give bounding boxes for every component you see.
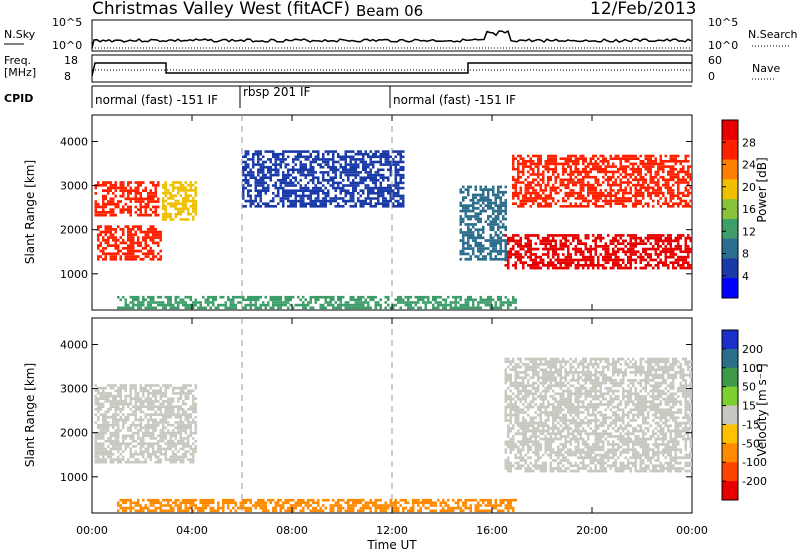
- nsky-label: N.Sky: [4, 28, 36, 41]
- heat-region-dusk-ground-scatter: [504, 357, 692, 473]
- heat-region-ground-near-range: [117, 295, 517, 310]
- colorbar-tick-label: -200: [742, 475, 767, 488]
- x-tick-label: 16:00: [476, 524, 508, 537]
- velocity-ylabel: Slant Range [km]: [23, 363, 37, 467]
- velocity-panel: 1000 2000 3000 4000 Slant Range [km]: [23, 317, 693, 514]
- colorbar-tick-label: 15: [742, 400, 756, 413]
- colorbar-tick-label: -50: [742, 437, 760, 450]
- cpid-segment-2: rbsp 201 IF: [243, 85, 310, 99]
- colorbar-tick-label: -100: [742, 456, 767, 469]
- y-tick-label: 2000: [60, 427, 88, 440]
- x-axis-label: Time UT: [366, 538, 417, 552]
- power-colorbar-label: Power [dB]: [755, 157, 769, 222]
- beam-label: Beam 06: [356, 2, 423, 20]
- freq-label-line2: [MHz]: [4, 66, 36, 79]
- x-tick-label: 12:00: [376, 524, 408, 537]
- x-tick-label: 04:00: [176, 524, 208, 537]
- heat-region-dusk-lower-band: [504, 234, 692, 270]
- date-label: 12/Feb/2013: [590, 0, 696, 19]
- colorbar-tick-label: -15: [742, 418, 760, 431]
- heat-region-dusk-upper-band: [512, 154, 692, 208]
- nave-tick-bottom: 0: [708, 70, 715, 83]
- power-panel: 1000 2000 3000 4000 Slant Range [km]: [23, 114, 693, 311]
- cpid-segment-1: normal (fast) -151 IF: [95, 93, 218, 107]
- colorbar-tick-label: 12: [742, 225, 756, 238]
- y-tick-label: 1000: [60, 471, 88, 484]
- colorbar-tick-label: 24: [742, 159, 756, 172]
- colorbar-tick-label: 16: [742, 203, 756, 216]
- x-tick-label: 08:00: [276, 524, 308, 537]
- x-tick-label: 00:00: [76, 524, 108, 537]
- station-title: Christmas Valley West (fitACF): [92, 0, 350, 19]
- nsearch-tick-top: 10^5: [708, 16, 738, 29]
- x-tick-label: 20:00: [576, 524, 608, 537]
- y-tick-label: 4000: [60, 338, 88, 351]
- power-colorbar: 28 24 20 16 12 8 4: [721, 119, 756, 299]
- cpid-segment-3: normal (fast) -151 IF: [393, 93, 516, 107]
- colorbar-tick-label: 8: [742, 248, 749, 261]
- velocity-heatmap: [94, 357, 692, 513]
- colorbar-tick-label: 20: [742, 181, 756, 194]
- colorbar-tick-label: 4: [742, 270, 749, 283]
- heat-region-early-ground-scatter: [94, 384, 197, 464]
- freq-tick-top: 18: [64, 54, 78, 67]
- colorbar-tick-label: 50: [742, 381, 756, 394]
- freq-tick-bottom: 8: [64, 70, 71, 83]
- nave-label: Nave: [752, 62, 780, 75]
- nsky-panel: [91, 19, 693, 52]
- x-tick-label: 00:00: [676, 524, 708, 537]
- nsky-trace: [91, 29, 692, 49]
- y-tick-label: 4000: [60, 135, 88, 148]
- heat-region-transition-feature: [459, 185, 507, 261]
- colorbar-tick-label: 200: [742, 343, 763, 356]
- nsky-tick-top: 10^5: [52, 16, 82, 29]
- y-tick-label: 3000: [60, 180, 88, 193]
- y-tick-label: 3000: [60, 383, 88, 396]
- power-ylabel: Slant Range [km]: [23, 160, 37, 264]
- nsky-tick-bottom: 10^0: [52, 39, 82, 52]
- freq-label-line1: Freq.: [4, 54, 31, 67]
- heat-region-scattered-mid: [242, 150, 405, 208]
- heat-region-early-lower-band: [97, 225, 162, 261]
- freq-panel: [91, 54, 693, 83]
- heat-region-cusp-feature: [162, 181, 197, 221]
- nsearch-tick-bottom: 10^0: [708, 39, 738, 52]
- nsearch-label: N.Search: [748, 28, 798, 41]
- freq-trace: [91, 62, 692, 77]
- power-heatmap: [94, 150, 692, 310]
- heat-region-early-upper-band: [94, 181, 160, 217]
- y-tick-label: 2000: [60, 224, 88, 237]
- cpid-label: CPID: [4, 92, 33, 105]
- heat-region-near-range-flows: [117, 498, 517, 513]
- colorbar-tick-label: 28: [742, 136, 756, 149]
- velocity-colorbar: 200 100 50 15 -15 -50 -100 -200: [721, 329, 767, 501]
- velocity-colorbar-label: Velocity [m s⁻¹]: [755, 363, 769, 456]
- colorbar-tick-label: 100: [742, 362, 763, 375]
- y-tick-label: 1000: [60, 268, 88, 281]
- nave-tick-top: 60: [708, 54, 722, 67]
